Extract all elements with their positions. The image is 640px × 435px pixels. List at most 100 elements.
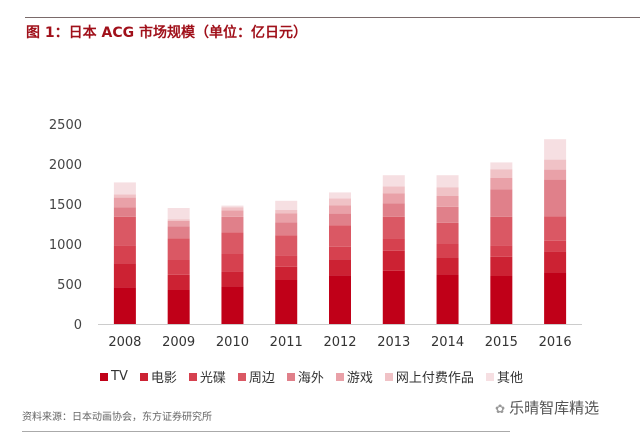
bar-segment: [436, 175, 459, 188]
top-divider: [25, 17, 640, 18]
legend-swatch: [188, 372, 197, 381]
bar-segment: [275, 266, 298, 280]
bar-segment: [490, 189, 513, 217]
bar-segment: [275, 210, 298, 214]
legend-item: 周边: [237, 367, 275, 386]
bar-segment: [490, 276, 513, 324]
bar-segment: [490, 256, 513, 276]
x-tick-label: 2013: [377, 335, 410, 350]
bar-segment: [382, 270, 405, 324]
bar-segment: [329, 205, 351, 214]
bar-segment: [544, 139, 567, 160]
bar-segment: [167, 220, 190, 227]
bar-segment: [167, 226, 190, 239]
bar-segment: [382, 186, 405, 194]
bar-segment: [382, 203, 405, 217]
bar-segment: [275, 280, 298, 324]
y-tick-label: 1500: [49, 198, 82, 213]
bar-segment: [436, 257, 459, 275]
bar-segment: [113, 207, 136, 217]
x-tick-label: 2010: [216, 335, 249, 350]
x-tick-label: 2011: [270, 335, 303, 350]
legend-label: 游戏: [346, 371, 373, 386]
bar-segment: [221, 271, 244, 287]
legend-item: 光碟: [188, 367, 226, 386]
bar-segment: [382, 238, 405, 251]
watermark-text: 乐晴智库精选: [509, 399, 600, 417]
legend-swatch: [384, 372, 393, 381]
legend-swatch: [286, 372, 295, 381]
bar-segment: [490, 245, 513, 257]
bar-segment: [490, 178, 513, 190]
bar-segment: [167, 219, 190, 221]
legend-label: TV: [111, 369, 128, 384]
bar-segment: [167, 260, 190, 275]
bar-segment: [544, 251, 567, 273]
legend-label: 其他: [496, 371, 523, 386]
watermark: ✿ 乐晴智库精选: [495, 397, 599, 418]
bar-segment: [113, 216, 136, 246]
legend-label: 电影: [150, 371, 177, 386]
legend-label: 海外: [297, 371, 324, 386]
bar-segment: [436, 187, 459, 196]
bar-segment: [275, 213, 298, 223]
bar-segment: [329, 198, 351, 206]
bar-segment: [329, 259, 351, 276]
source-note: 资料来源：日本动画协会，东方证券研究所: [22, 412, 212, 423]
bar-segment: [329, 225, 351, 247]
legend-swatch: [485, 372, 494, 381]
bar-segment: [490, 216, 513, 246]
legend-item: 海外: [286, 367, 324, 386]
y-tick-label: 0: [74, 318, 82, 333]
legend-item: 网上付费作品: [384, 367, 474, 386]
bar-segment: [275, 222, 298, 236]
legend-label: 周边: [248, 371, 275, 386]
legend-swatch: [237, 372, 246, 381]
chart-title: 图 1：日本 ACG 市场规模（单位：亿日元）: [26, 25, 307, 41]
bar-segment: [167, 238, 190, 260]
bar-segment: [275, 235, 298, 256]
legend-swatch: [139, 372, 148, 381]
bar-segment: [113, 245, 136, 264]
bar-segment: [436, 274, 459, 324]
bar-segment: [221, 286, 244, 324]
wechat-icon: ✿: [495, 402, 506, 416]
bar-segment: [221, 207, 244, 211]
bar-segment: [329, 192, 351, 199]
bar-segment: [113, 197, 136, 208]
bar-segment: [544, 159, 567, 170]
legend-swatch: [100, 372, 108, 381]
bar-segment: [382, 175, 405, 187]
y-tick-label: 2000: [49, 158, 82, 173]
bar-segment: [490, 169, 513, 178]
legend: TV 电影 光碟 周边 海外 游戏 网上付费作品 其他: [100, 367, 523, 386]
bar-segment: [275, 200, 298, 210]
bar-segment: [382, 250, 405, 271]
bar-segment: [275, 255, 298, 267]
bar-segment: [329, 246, 351, 260]
stacked-bar-chart: 0 500 1000 1500 2000 2500 2008 2009 2010 2011 2012…: [49, 118, 582, 350]
bar-segment: [113, 182, 136, 195]
x-tick-label: 2008: [108, 335, 141, 350]
bar-segment: [329, 213, 351, 226]
bar-segment: [167, 274, 190, 290]
bottom-divider: [22, 431, 510, 432]
bar-segment: [436, 206, 459, 223]
legend-item: 其他: [485, 367, 523, 386]
bar-segment: [113, 287, 136, 324]
y-tick-label: 500: [57, 278, 82, 293]
bar-segment: [167, 208, 190, 220]
bar-segment: [221, 210, 244, 217]
bar-segment: [382, 216, 405, 239]
y-tick-label: 1000: [49, 238, 82, 253]
legend-item: TV: [100, 367, 128, 386]
bar-segment: [544, 179, 567, 217]
y-tick-label: 2500: [49, 118, 82, 133]
bar-segment: [221, 216, 244, 233]
bar-segment: [544, 272, 567, 324]
x-tick-label: 2014: [431, 335, 464, 350]
bar-segment: [113, 194, 136, 198]
bar-segment: [221, 254, 244, 272]
bar-segment: [436, 244, 459, 258]
